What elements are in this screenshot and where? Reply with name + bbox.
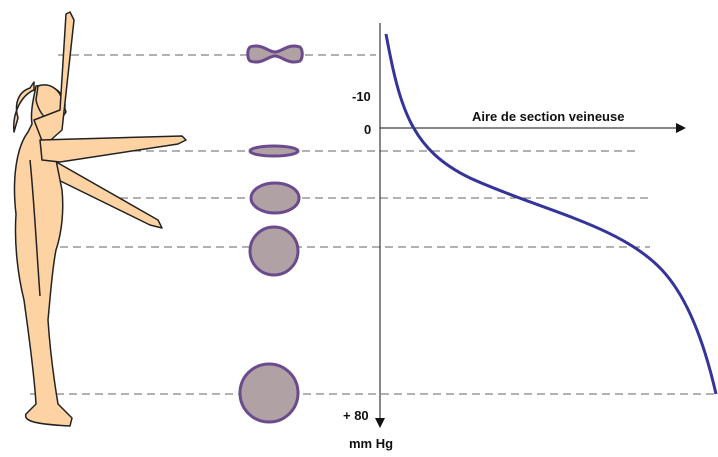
y-axis-arrowhead: [375, 418, 385, 428]
y-tick-minus-10: -10: [352, 89, 371, 104]
x-axis-label: Aire de section veineuse: [472, 109, 624, 124]
y-tick-plus-80: + 80: [343, 408, 369, 423]
y-tick-zero: 0: [364, 122, 371, 137]
venous-area-curve: [384, 33, 718, 395]
oval-vein-icon: [249, 181, 301, 215]
axes: [379, 23, 676, 418]
hair: [13, 81, 35, 133]
vein-sections: [238, 44, 304, 424]
x-axis-arrowhead: [676, 123, 686, 133]
collapsed-vein-icon: [246, 44, 304, 64]
standing-human-silhouette-icon: [13, 11, 187, 427]
y-axis-unit: mm Hg: [349, 436, 393, 451]
horizontal-arm: [39, 135, 187, 163]
distended-vein-icon: [238, 362, 300, 424]
body-contour-line: [29, 159, 41, 297]
raised-arm: [33, 11, 75, 147]
round-vein-icon: [248, 225, 300, 277]
flattened-vein-icon: [248, 144, 300, 158]
reference-lines: [30, 54, 718, 395]
